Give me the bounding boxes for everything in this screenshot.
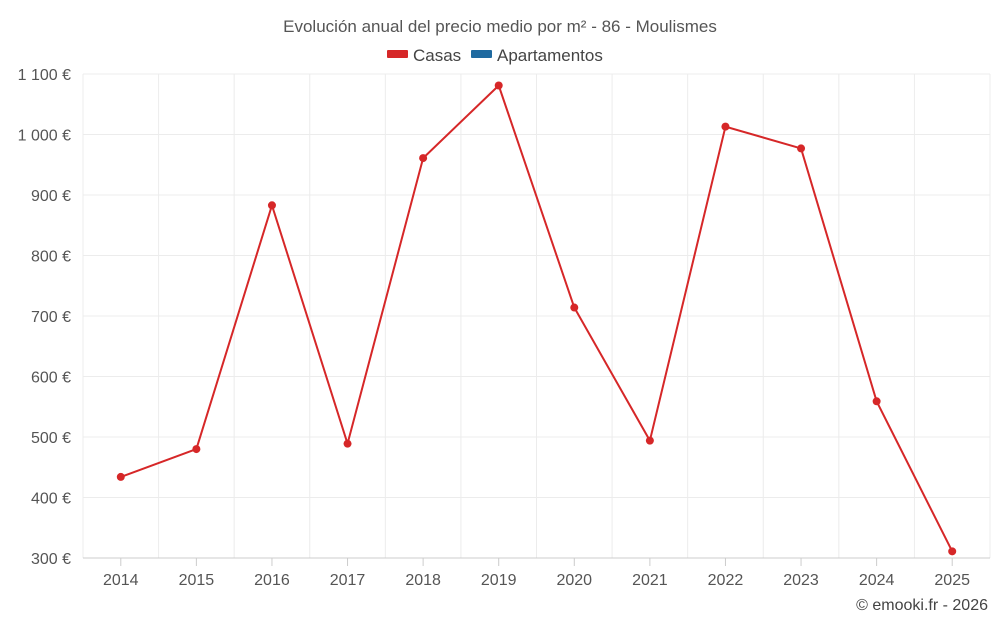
legend-swatch-apartamentos (471, 50, 492, 58)
x-axis-ticks: 2014 2015 2016 2017 2018 2019 2020 2021 2022 2023… (103, 558, 970, 589)
x-tick-label: 2022 (708, 572, 744, 589)
y-tick-label: 1 000 € (18, 128, 71, 145)
data-point-casas-2024[interactable] (872, 397, 881, 406)
y-axis-ticks: 300 € 400 € 500 € 600 € 700 € 800 € 900 € 1 000… (18, 67, 71, 568)
y-tick-label: 800 € (31, 249, 71, 266)
legend-label-casas[interactable]: Casas (413, 46, 461, 65)
y-tick-label: 700 € (31, 309, 71, 326)
x-tick-label: 2021 (632, 572, 668, 589)
x-tick-label: 2020 (556, 572, 592, 589)
credit-text: © emooki.fr - 2026 (856, 597, 988, 614)
series-line-casas (120, 84, 954, 552)
data-point-casas-2025[interactable] (948, 547, 957, 556)
y-tick-label: 1 100 € (18, 67, 71, 84)
x-tick-label: 2018 (405, 572, 441, 589)
y-tick-label: 500 € (31, 430, 71, 447)
x-tick-label: 2019 (481, 572, 517, 589)
y-tick-label: 400 € (31, 491, 71, 508)
x-tick-label: 2016 (254, 572, 290, 589)
data-point-casas-2016[interactable] (267, 201, 276, 210)
data-point-casas-2022[interactable] (721, 122, 730, 131)
x-tick-label: 2024 (859, 572, 895, 589)
legend: Casas Apartamentos (387, 46, 603, 65)
legend-label-apartamentos[interactable]: Apartamentos (497, 46, 603, 65)
legend-swatch-casas (387, 50, 408, 58)
y-tick-label: 600 € (31, 370, 71, 387)
data-point-casas-2021[interactable] (645, 436, 654, 445)
y-tick-label: 300 € (31, 551, 71, 568)
x-tick-label: 2015 (179, 572, 215, 589)
y-tick-label: 900 € (31, 188, 71, 205)
x-tick-label: 2014 (103, 572, 139, 589)
x-tick-label: 2023 (783, 572, 819, 589)
data-point-casas-2015[interactable] (192, 445, 201, 454)
series-casas (116, 81, 957, 556)
data-point-casas-2017[interactable] (343, 439, 352, 448)
data-point-casas-2020[interactable] (570, 303, 579, 312)
x-tick-label: 2025 (934, 572, 970, 589)
data-point-casas-2019[interactable] (494, 81, 503, 90)
y-gridlines (83, 73, 990, 498)
data-point-casas-2014[interactable] (116, 472, 125, 481)
chart-title: Evolución anual del precio medio por m² … (283, 17, 717, 36)
x-tick-label: 2017 (330, 572, 366, 589)
data-point-casas-2023[interactable] (797, 144, 806, 153)
data-point-casas-2018[interactable] (419, 154, 428, 163)
